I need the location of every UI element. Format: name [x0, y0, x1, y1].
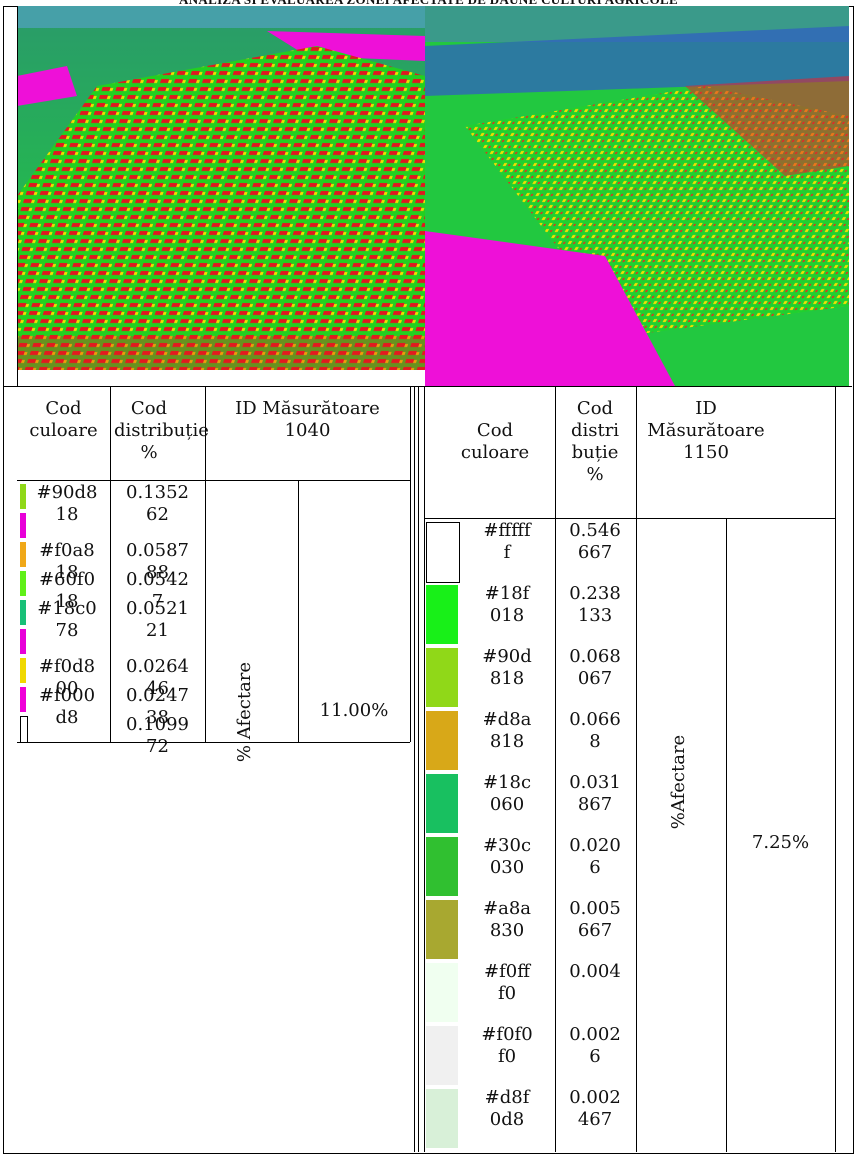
- color-code: #60f0 18: [38, 569, 96, 612]
- table-right-header-cod-distributie: Cod distri buție %: [570, 398, 620, 485]
- distribution-value: 0.002 467: [569, 1087, 621, 1130]
- color-swatch: [20, 484, 26, 509]
- aerial-image-left: [17, 6, 425, 370]
- color-swatch: [426, 711, 458, 770]
- aerial-image-right-svg: [425, 6, 849, 386]
- distribution-value: 0.066 8: [569, 709, 621, 752]
- color-swatch: [20, 513, 26, 538]
- table-right-header-border: [424, 518, 836, 519]
- table-right-header-cod-culoare: Cod culoare: [460, 420, 530, 463]
- color-code: #90d8 18: [36, 482, 98, 525]
- color-swatch: [20, 716, 28, 743]
- color-swatch: [426, 1089, 458, 1148]
- left-edge-line: [17, 6, 18, 386]
- table-left-header-cod-distributie: Cod distribuție %: [114, 398, 209, 463]
- table-right-left: [424, 386, 425, 1152]
- table-right-afectare-label: %Afectare: [668, 734, 689, 830]
- distribution-value: 0.004: [569, 961, 621, 982]
- color-swatch: [20, 542, 26, 567]
- divider-line: [3, 386, 852, 387]
- table-left-header-id-value: 1040: [284, 420, 331, 441]
- color-code: #18c 060: [482, 772, 532, 815]
- distribution-value: 0.020 6: [569, 835, 621, 878]
- distribution-value: 0.1352 62: [126, 482, 189, 525]
- table-right-right: [835, 386, 836, 1152]
- table-left-afectare-value: 11.00%: [319, 700, 389, 721]
- distribution-value: 0.238 133: [569, 583, 621, 626]
- table-right-col1: [555, 386, 556, 1152]
- color-code: #18f 018: [484, 583, 530, 626]
- distribution-value: 0.0247 38: [126, 685, 189, 728]
- table-left-col2: [205, 386, 206, 742]
- color-swatch: [426, 522, 460, 583]
- distribution-value: 0.546 667: [569, 520, 621, 563]
- color-code: #18c0 78: [37, 598, 97, 641]
- distribution-value: 0.0521 21: [126, 598, 189, 641]
- table-left-col3: [298, 480, 299, 742]
- table-left-header-cod-culoare: Cod culoare: [29, 398, 98, 441]
- color-swatch: [20, 629, 26, 654]
- color-code: #90d 818: [482, 646, 532, 689]
- color-code: #d8a 818: [482, 709, 532, 752]
- color-code: #fffff f: [483, 520, 531, 563]
- color-swatch: [20, 571, 26, 596]
- distribution-value: 0.005 667: [569, 898, 621, 941]
- color-code: #a8a 830: [483, 898, 531, 941]
- distribution-value: 0.068 067: [569, 646, 621, 689]
- table-left-header-border: [17, 480, 410, 481]
- center-divider-2: [418, 386, 419, 1152]
- color-swatch: [426, 837, 458, 896]
- color-swatch: [426, 585, 458, 644]
- table-left-header-id-label: ID Măsurătoare: [235, 398, 380, 419]
- table-left-afectare-label: % Afectare: [234, 661, 255, 763]
- distribution-value: 0.0264 46: [126, 656, 189, 699]
- color-swatch: [426, 1026, 458, 1085]
- table-left-bottom: [17, 742, 410, 743]
- table-right-header-id-label: ID Măsurătoare: [647, 398, 765, 441]
- table-right-col3: [726, 518, 727, 1152]
- table-left-col1: [110, 386, 111, 742]
- table-right-col2: [636, 386, 637, 1152]
- color-code: #30c 030: [482, 835, 532, 878]
- color-swatch: [20, 687, 26, 712]
- color-code: #f0a8 18: [39, 540, 95, 583]
- aerial-image-right: [425, 6, 849, 386]
- color-swatch: [426, 774, 458, 833]
- distribution-value: 0.1099 72: [126, 714, 189, 757]
- page-header: ANALIZA SI EVALUAREA ZONEI AFECTATE DE D…: [0, 0, 857, 8]
- color-code: #f000 d8: [38, 685, 96, 728]
- aerial-image-left-svg: [17, 6, 425, 370]
- color-swatch: [426, 648, 458, 707]
- color-swatch: [426, 963, 458, 1022]
- distribution-value: 0.031 867: [569, 772, 621, 815]
- color-code: #f0d8 00: [38, 656, 96, 699]
- table-right-header-id-value: 1150: [683, 442, 729, 463]
- color-code: #d8f 0d8: [484, 1087, 530, 1130]
- distribution-value: 0.002 6: [569, 1024, 621, 1067]
- color-swatch: [426, 900, 458, 959]
- distribution-value: 0.0587 88: [126, 540, 189, 583]
- distribution-value: 0.0542 7: [126, 569, 189, 612]
- color-code: #f0f0 f0: [481, 1024, 533, 1067]
- color-swatch: [20, 658, 26, 683]
- color-swatch: [20, 600, 26, 625]
- color-code: #f0ff f0: [484, 961, 530, 1004]
- table-right-afectare-value: 7.25%: [751, 832, 810, 853]
- table-left-right: [410, 386, 411, 742]
- center-divider: [414, 386, 415, 1152]
